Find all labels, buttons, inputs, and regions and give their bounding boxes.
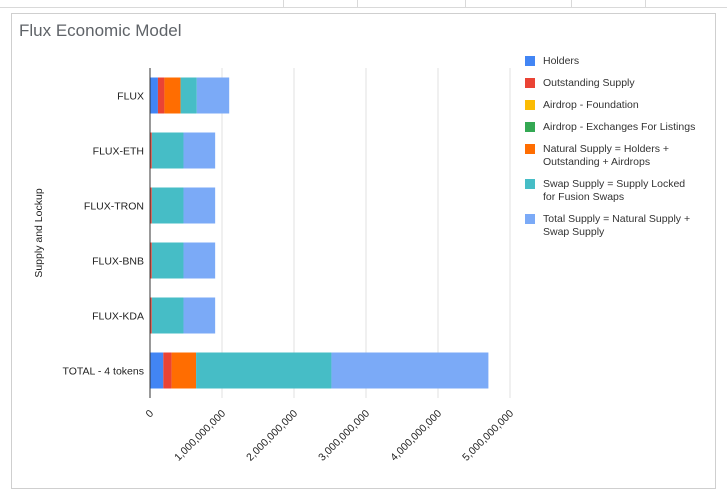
bar-segment xyxy=(150,297,152,334)
legend-label: Swap Supply = Supply Locked for Fusion S… xyxy=(543,178,686,203)
bar-segment xyxy=(331,352,489,389)
cell-divider xyxy=(645,0,646,7)
bars xyxy=(150,77,489,389)
bar-segment xyxy=(196,77,230,114)
legend-label: Outstanding Supply xyxy=(543,77,635,89)
legend-label: Total Supply = Natural Supply + Swap Sup… xyxy=(543,213,691,238)
bar-segment xyxy=(150,242,152,279)
bar-segment xyxy=(150,187,152,224)
x-tick-label: 4,000,000,000 xyxy=(388,408,444,464)
x-tick-label: 2,000,000,000 xyxy=(244,408,300,464)
x-tick-label: 5,000,000,000 xyxy=(460,408,516,464)
x-tick-label: 3,000,000,000 xyxy=(316,408,372,464)
legend-item: Airdrop - Foundation xyxy=(525,99,700,112)
category-label: FLUX xyxy=(117,91,144,103)
legend-label: Airdrop - Exchanges For Listings xyxy=(543,121,696,133)
gridlines xyxy=(221,68,511,398)
legend-label: Holders xyxy=(543,55,580,67)
bar-segment xyxy=(164,77,181,114)
bar-segment xyxy=(163,352,172,389)
spreadsheet-top-strip xyxy=(0,0,727,8)
bar-segment xyxy=(151,132,184,169)
legend-swatch xyxy=(525,78,535,88)
chart-title: Flux Economic Model xyxy=(19,21,182,40)
legend-item: Airdrop - Exchanges For Listings xyxy=(525,121,700,134)
cell-divider xyxy=(465,0,466,7)
bar-segment xyxy=(151,242,184,279)
legend-label: Airdrop - Foundation xyxy=(543,99,639,111)
legend-swatch xyxy=(525,179,535,189)
category-label: TOTAL - 4 tokens xyxy=(62,366,144,378)
legend-swatch xyxy=(525,122,535,132)
legend-swatch xyxy=(525,144,535,154)
bar-segment xyxy=(150,352,164,389)
cell-divider xyxy=(283,0,284,7)
chart-legend: Holders Outstanding Supply Airdrop - Found… xyxy=(525,55,700,248)
cell-divider xyxy=(357,0,358,7)
bar-segment xyxy=(196,352,332,389)
axis-labels: 0 1,000,000,000 2,000,000,000 3,000,000,000… xyxy=(33,91,516,464)
bar-segment xyxy=(151,297,184,334)
bar-segment xyxy=(180,77,197,114)
bar-segment xyxy=(171,352,197,389)
bar-segment xyxy=(183,132,216,169)
bar-segment xyxy=(157,77,165,114)
category-label: FLUX-KDA xyxy=(92,311,144,323)
legend-swatch xyxy=(525,56,535,66)
bar-segment xyxy=(183,297,216,334)
category-label: FLUX-BNB xyxy=(92,256,144,268)
legend-swatch xyxy=(525,100,535,110)
legend-item: Total Supply = Natural Supply + Swap Sup… xyxy=(525,213,700,239)
cell-divider xyxy=(571,0,572,7)
legend-label: Natural Supply = Holders + Outstanding +… xyxy=(543,143,670,168)
bar-segment xyxy=(151,187,184,224)
bar-segment xyxy=(183,242,216,279)
x-tick-label: 1,000,000,000 xyxy=(172,408,228,464)
legend-item: Outstanding Supply xyxy=(525,77,700,90)
x-tick-label: 0 xyxy=(144,408,157,421)
bar-segment xyxy=(150,132,152,169)
y-axis-title: Supply and Lockup xyxy=(33,188,45,277)
category-label: FLUX-ETH xyxy=(93,146,144,158)
legend-item: Natural Supply = Holders + Outstanding +… xyxy=(525,143,700,169)
category-label: FLUX-TRON xyxy=(84,201,144,213)
legend-item: Swap Supply = Supply Locked for Fusion S… xyxy=(525,178,700,204)
legend-swatch xyxy=(525,214,535,224)
legend-item: Holders xyxy=(525,55,700,68)
bar-segment xyxy=(150,77,158,114)
chart-card[interactable] xyxy=(11,13,716,489)
bar-segment xyxy=(183,187,216,224)
